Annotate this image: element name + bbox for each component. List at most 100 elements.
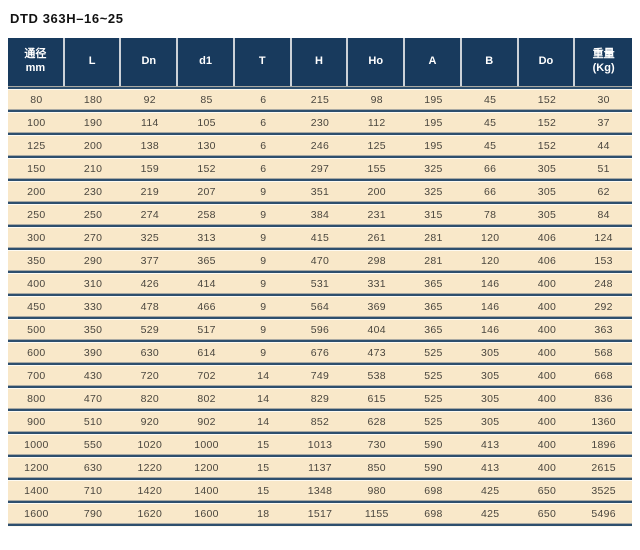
table-cell: 331 xyxy=(367,277,386,290)
column-header-Do: Do xyxy=(519,38,576,86)
row-divider xyxy=(8,316,632,320)
table-cell: 3525 xyxy=(591,484,616,497)
table-row: 300 270 325 313 9 415 261 281 120 406 124 xyxy=(8,228,632,247)
column-header-label: Do xyxy=(538,55,554,68)
table-cell: 152 xyxy=(537,93,557,106)
table-cell: 18 xyxy=(257,507,270,520)
table-cell: 470 xyxy=(83,392,103,405)
table-cell: 836 xyxy=(594,392,613,405)
table-cell: 650 xyxy=(537,507,557,520)
table-cell: 6 xyxy=(260,139,267,152)
table-cell: 400 xyxy=(537,438,557,451)
table-cell: 1517 xyxy=(307,507,333,520)
table-cell: 146 xyxy=(480,277,500,290)
table-cell: 525 xyxy=(424,415,443,428)
column-header-weight-kg: 重量 (Kg) xyxy=(575,38,632,86)
table-cell: 37 xyxy=(597,116,610,129)
table-cell: 125 xyxy=(367,139,386,152)
table-cell: 363 xyxy=(594,323,613,336)
table-cell: 9 xyxy=(260,277,267,290)
table-cell: 305 xyxy=(480,415,500,428)
table-cell: 300 xyxy=(27,231,46,244)
table-cell: 215 xyxy=(310,93,330,106)
table-row: 100 190 114 105 6 230 112 195 45 152 37 xyxy=(8,113,632,132)
row-divider xyxy=(8,178,632,182)
table-cell: 152 xyxy=(197,162,216,175)
table-cell: 105 xyxy=(197,116,216,129)
table-cell: 231 xyxy=(367,208,386,221)
table-cell: 9 xyxy=(260,254,267,267)
table-cell: 305 xyxy=(537,185,557,198)
table-cell: 195 xyxy=(424,93,443,106)
row-divider xyxy=(8,408,632,412)
page-title: DTD 363H–16~25 xyxy=(10,11,124,26)
table-cell: 150 xyxy=(27,162,46,175)
table-row: 200 230 219 207 9 351 200 325 66 305 62 xyxy=(8,182,632,201)
table-cell: 400 xyxy=(537,323,557,336)
table-row: 400 310 426 414 9 531 331 365 146 400 248 xyxy=(8,274,632,293)
table-cell: 600 xyxy=(27,346,46,359)
column-header-label: d1 xyxy=(199,55,212,68)
table-cell: 350 xyxy=(83,323,103,336)
table-cell: 404 xyxy=(367,323,386,336)
table-row: 350 290 377 365 9 470 298 281 120 406 153 xyxy=(8,251,632,270)
column-header-B: B xyxy=(462,38,519,86)
header-divider xyxy=(8,86,632,90)
table-cell: 400 xyxy=(537,461,557,474)
column-header-T: T xyxy=(235,38,292,86)
table-cell: 298 xyxy=(367,254,386,267)
table-cell: 138 xyxy=(140,139,160,152)
column-header-Dn: Dn xyxy=(121,38,179,86)
table-cell: 6 xyxy=(260,162,267,175)
table-cell: 365 xyxy=(424,323,443,336)
table-cell: 351 xyxy=(310,185,330,198)
table-cell: 668 xyxy=(594,369,613,382)
table-cell: 230 xyxy=(310,116,330,129)
table-cell: 153 xyxy=(594,254,613,267)
table-cell: 531 xyxy=(310,277,330,290)
table-cell: 120 xyxy=(480,254,500,267)
table-cell: 246 xyxy=(310,139,330,152)
table-row: 250 250 274 258 9 384 231 315 78 305 84 xyxy=(8,205,632,224)
table-cell: 14 xyxy=(257,392,270,405)
table-cell: 400 xyxy=(537,300,557,313)
table-row: 1000 550 1020 1000 15 1013 730 590 413 400 1896 xyxy=(8,435,632,454)
table-cell: 207 xyxy=(197,185,216,198)
table-cell: 1155 xyxy=(364,507,389,520)
column-header-bore-mm: 通径 mm xyxy=(8,38,65,86)
table-row: 450 330 478 466 9 564 369 365 146 400 292 xyxy=(8,297,632,316)
column-header-label: (Kg) xyxy=(592,62,615,74)
table-cell: 152 xyxy=(537,139,557,152)
table-cell: 9 xyxy=(260,346,267,359)
table-cell: 698 xyxy=(424,507,443,520)
column-header-label: T xyxy=(258,55,266,68)
table-cell: 802 xyxy=(197,392,216,405)
table-cell: 112 xyxy=(367,116,386,129)
row-divider xyxy=(8,500,632,504)
table-cell: 325 xyxy=(424,162,443,175)
table-cell: 426 xyxy=(140,277,160,290)
table-cell: 1420 xyxy=(137,484,163,497)
row-divider xyxy=(8,247,632,251)
table-cell: 390 xyxy=(83,346,103,359)
table-cell: 45 xyxy=(484,93,497,106)
column-header-Ho: Ho xyxy=(348,38,406,86)
table-cell: 500 xyxy=(27,323,46,336)
table-cell: 710 xyxy=(83,484,103,497)
column-header-H: H xyxy=(292,38,349,86)
table-cell: 365 xyxy=(424,277,443,290)
table-row: 1200 630 1220 1200 15 1137 850 590 413 400 2615 xyxy=(8,458,632,477)
table-body: 80 180 92 85 6 215 98 195 45 152 30 100 190 114 105 6 23… xyxy=(8,90,632,527)
table-cell: 146 xyxy=(480,323,500,336)
table-cell: 281 xyxy=(424,231,443,244)
table-cell: 51 xyxy=(597,162,610,175)
table-cell: 9 xyxy=(260,185,267,198)
row-divider xyxy=(8,270,632,274)
table-cell: 310 xyxy=(83,277,103,290)
table-cell: 15 xyxy=(257,461,270,474)
table-cell: 425 xyxy=(480,507,500,520)
table-cell: 1400 xyxy=(194,484,219,497)
table-cell: 1020 xyxy=(137,438,163,451)
table-cell: 902 xyxy=(197,415,216,428)
